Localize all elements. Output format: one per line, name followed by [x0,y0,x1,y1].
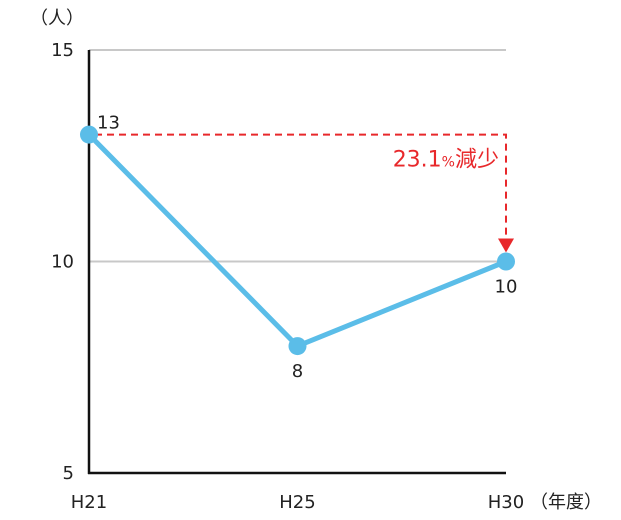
y-axis-unit-label: （人） [30,8,84,29]
data-label: 13 [97,113,120,134]
y-tick-label: 10 [51,252,74,273]
annotation-text: 23.1%減少 [393,148,499,173]
x-tick-label: H21 [71,492,107,513]
annotation-dashed-arrow-line [95,133,507,240]
annotation-unit: % [442,155,455,171]
y-tick-label: 5 [63,463,74,484]
data-label: 8 [292,361,303,382]
series-line [80,125,515,356]
annotation-arrowhead [498,238,514,253]
x-axis-unit-label: （年度） [530,492,602,513]
y-tick-labels: 5 10 15 [51,40,74,484]
data-labels: 13 8 10 [97,113,517,383]
x-tick-labels: H21 H25 H30 [71,492,524,513]
data-label: 10 [495,277,518,298]
annotation-label: 減少 [455,148,499,173]
data-point [497,252,515,271]
x-tick-label: H25 [279,492,315,513]
y-tick-label: 15 [51,40,74,61]
data-point [288,337,307,356]
annotation-value: 23.1 [393,148,442,173]
data-point [80,125,98,144]
reduction-annotation: 23.1%減少 [95,133,514,253]
gridlines [89,49,506,263]
x-tick-label: H30 [488,492,524,513]
